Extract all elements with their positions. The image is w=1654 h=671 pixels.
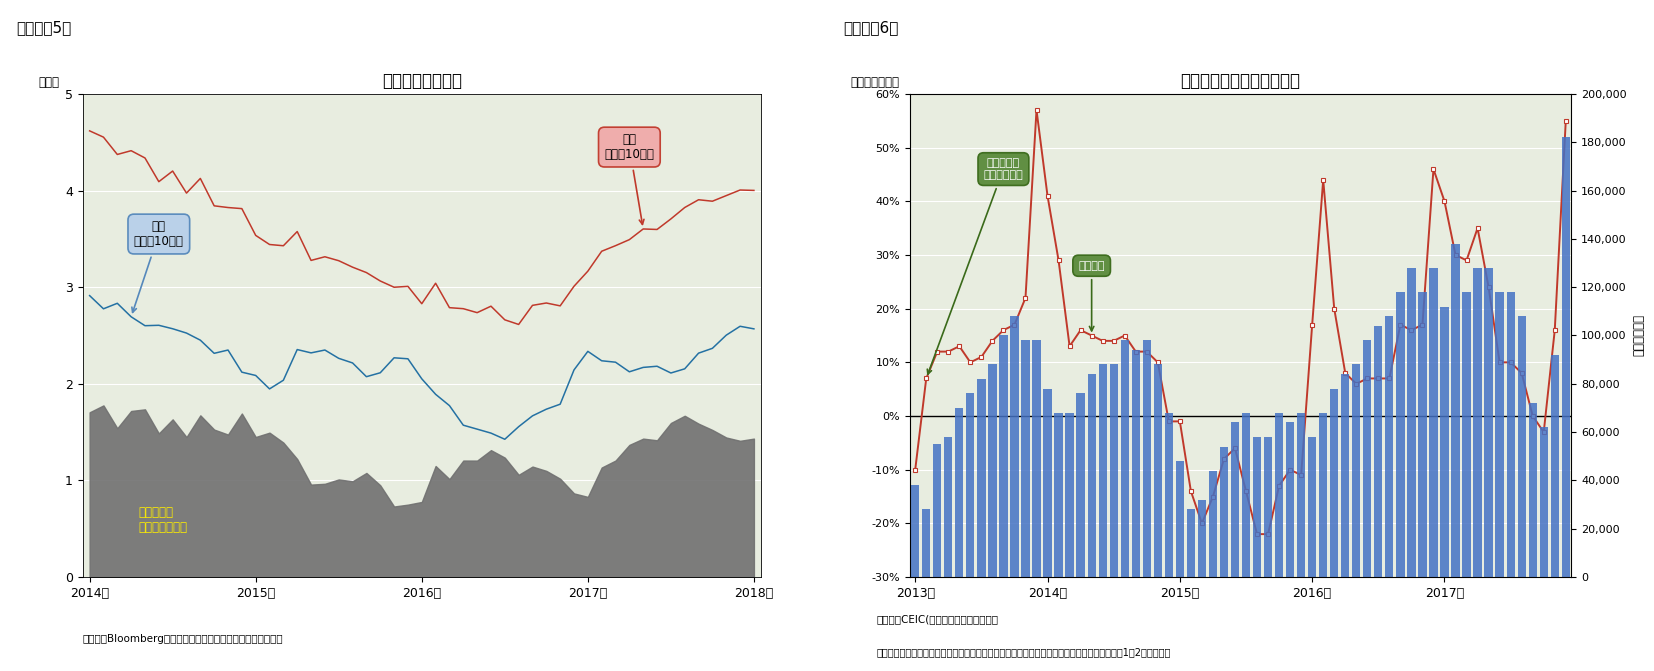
Bar [1254,437,1262,577]
Bar [1021,340,1029,577]
Bar [1551,355,1560,577]
Bar [1386,316,1393,577]
Bar [1110,364,1118,577]
Bar [1098,364,1107,577]
Bar [1242,413,1250,577]
Bar [989,364,996,577]
Text: 中国
（国債10年）: 中国 （国債10年） [604,133,655,224]
Bar [923,509,930,577]
Bar [1121,340,1128,577]
Bar [1452,244,1460,577]
Bar [1297,413,1305,577]
Bar [1055,413,1064,577]
Bar [1209,471,1217,577]
Bar [1429,268,1437,577]
Bar [1065,413,1073,577]
Bar [1518,316,1525,577]
Bar [1231,423,1239,577]
Bar [966,393,974,577]
Text: （％）: （％） [38,76,60,89]
Bar [1221,447,1227,577]
Bar [1044,389,1052,577]
Bar [933,444,941,577]
Y-axis label: （千平方米）: （千平方米） [1632,315,1646,356]
Text: 前年同月比
（左目盛り）: 前年同月比 （左目盛り） [928,158,1024,374]
Bar [1561,138,1570,577]
Bar [1308,437,1317,577]
Bar [1077,393,1085,577]
Text: （図表－6）: （図表－6） [844,20,898,35]
Bar [911,485,920,577]
Bar [1341,374,1350,577]
Bar [1164,413,1173,577]
Bar [1363,340,1371,577]
Bar [999,336,1007,577]
Bar [1176,461,1184,577]
Bar [978,379,986,577]
Text: スプレッド
（中国－米国）: スプレッド （中国－米国） [137,505,187,533]
Text: （図表－5）: （図表－5） [17,20,71,35]
Bar [1485,268,1494,577]
Text: （資料）CEIC(出所は中国国家統計局）: （資料）CEIC(出所は中国国家統計局） [877,614,999,624]
Bar [1330,389,1338,577]
Text: （前年同月比）: （前年同月比） [850,76,900,89]
Bar [944,437,953,577]
Bar [1474,268,1482,577]
Bar [1353,364,1361,577]
Text: （資料）Bloombergのデータを元にニッセイ基礎研究所で作成: （資料）Bloombergのデータを元にニッセイ基礎研究所で作成 [83,634,283,644]
Text: 米国
（国債10年）: 米国 （国債10年） [132,220,184,313]
Text: （注）年度累計で発表されるデータを元にニッセイ基礎研究所で単月の動きを推定して作成（1・2月は和半）: （注）年度累計で発表されるデータを元にニッセイ基礎研究所で単月の動きを推定して作… [877,648,1171,658]
Bar [1011,316,1019,577]
Bar [1495,292,1503,577]
Bar [1088,374,1095,577]
Bar [1188,509,1194,577]
Bar [1374,326,1383,577]
Bar [1153,364,1161,577]
Title: 米中の長期金利差: 米中の長期金利差 [382,72,461,90]
Bar [1441,307,1449,577]
Title: 分譲住宅の販売面積の推移: 分譲住宅の販売面積の推移 [1181,72,1300,90]
Bar [1540,427,1548,577]
Bar [1131,350,1140,577]
Bar [1143,340,1151,577]
Bar [1032,340,1040,577]
Bar [1507,292,1515,577]
Bar [1197,500,1206,577]
Bar [1396,292,1404,577]
Text: 販売面積: 販売面積 [1078,261,1105,331]
Bar [1287,423,1295,577]
Bar [956,408,963,577]
Bar [1419,292,1426,577]
Bar [1408,268,1416,577]
Bar [1264,437,1272,577]
Bar [1320,413,1327,577]
Bar [1462,292,1470,577]
Bar [1275,413,1284,577]
Bar [1528,403,1537,577]
